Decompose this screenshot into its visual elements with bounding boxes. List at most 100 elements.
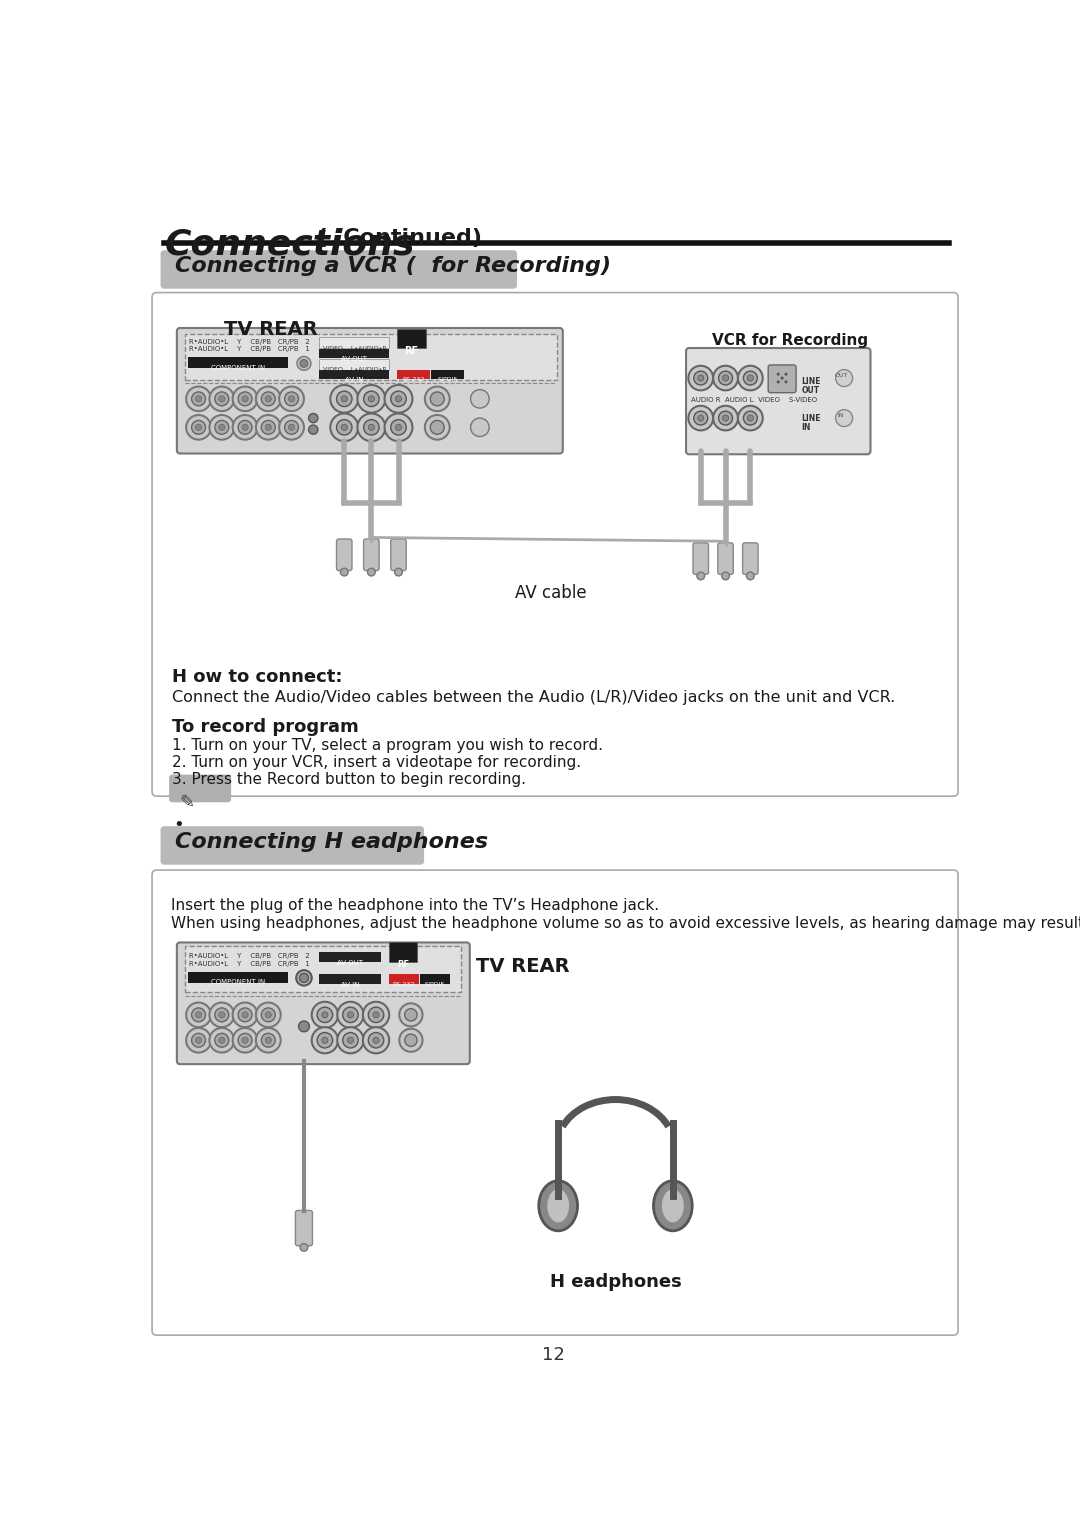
Text: •: • — [174, 815, 185, 834]
Circle shape — [394, 568, 403, 576]
Bar — [320, 974, 381, 983]
Circle shape — [400, 1003, 422, 1026]
Circle shape — [747, 415, 754, 421]
Circle shape — [391, 391, 406, 406]
Circle shape — [309, 425, 318, 434]
Circle shape — [363, 1028, 389, 1054]
Circle shape — [232, 386, 257, 411]
Circle shape — [322, 1037, 328, 1043]
Circle shape — [698, 376, 704, 382]
Text: Connect the Audio/Video cables between the Audio (L/R)/Video jacks on the unit a: Connect the Audio/Video cables between t… — [172, 690, 895, 705]
Circle shape — [471, 418, 489, 437]
Circle shape — [298, 1022, 309, 1032]
Bar — [186, 334, 557, 380]
Circle shape — [300, 359, 308, 368]
Circle shape — [322, 1012, 328, 1019]
Bar — [431, 370, 463, 379]
Bar — [320, 337, 389, 348]
FancyBboxPatch shape — [161, 250, 517, 289]
Text: S/PDIF: S/PDIF — [437, 377, 457, 382]
Circle shape — [297, 356, 311, 371]
Ellipse shape — [661, 1188, 685, 1223]
Circle shape — [266, 1037, 271, 1043]
Circle shape — [746, 573, 754, 580]
FancyBboxPatch shape — [693, 542, 708, 574]
Circle shape — [210, 386, 234, 411]
Text: AUDIO R  AUDIO L  VIDEO    S-VIDEO: AUDIO R AUDIO L VIDEO S-VIDEO — [691, 397, 818, 403]
Circle shape — [368, 425, 375, 431]
Circle shape — [318, 1008, 333, 1023]
FancyBboxPatch shape — [296, 1211, 312, 1246]
Circle shape — [242, 425, 248, 431]
Circle shape — [242, 395, 248, 402]
Circle shape — [781, 377, 784, 380]
FancyBboxPatch shape — [718, 542, 733, 574]
Circle shape — [318, 1032, 333, 1048]
Circle shape — [266, 395, 271, 402]
Text: VIDEO    L•AUDIO•R: VIDEO L•AUDIO•R — [323, 368, 387, 373]
Circle shape — [256, 415, 281, 440]
Circle shape — [191, 392, 205, 406]
Bar — [188, 357, 288, 368]
Circle shape — [405, 1009, 417, 1022]
Circle shape — [232, 415, 257, 440]
Text: OUT: OUT — [801, 386, 820, 395]
FancyBboxPatch shape — [768, 365, 796, 392]
Circle shape — [191, 1008, 205, 1022]
Circle shape — [256, 386, 281, 411]
Circle shape — [337, 391, 352, 406]
Circle shape — [186, 1003, 211, 1028]
FancyBboxPatch shape — [337, 539, 352, 571]
Circle shape — [279, 415, 303, 440]
Circle shape — [688, 406, 713, 431]
Circle shape — [348, 1037, 353, 1043]
Circle shape — [693, 371, 707, 385]
Text: VIDEO    L•AUDIO•R: VIDEO L•AUDIO•R — [323, 345, 387, 351]
Circle shape — [195, 1012, 202, 1019]
Circle shape — [723, 376, 729, 382]
Text: AV OUT: AV OUT — [337, 960, 364, 967]
Text: LINE: LINE — [801, 377, 821, 386]
Circle shape — [697, 573, 704, 580]
Circle shape — [713, 366, 738, 391]
Ellipse shape — [653, 1180, 692, 1231]
Circle shape — [718, 371, 732, 385]
Circle shape — [330, 414, 359, 441]
Circle shape — [384, 385, 413, 412]
Text: Connecting H eadphones: Connecting H eadphones — [175, 832, 488, 852]
Circle shape — [210, 1028, 234, 1052]
Circle shape — [186, 1028, 211, 1052]
Text: 12: 12 — [542, 1345, 565, 1364]
Circle shape — [337, 1002, 364, 1028]
Circle shape — [368, 1032, 383, 1048]
Circle shape — [337, 420, 352, 435]
Circle shape — [266, 425, 271, 431]
Circle shape — [186, 386, 211, 411]
Bar — [320, 348, 389, 357]
Circle shape — [261, 420, 275, 434]
Circle shape — [261, 392, 275, 406]
Circle shape — [215, 1034, 229, 1048]
FancyBboxPatch shape — [177, 942, 470, 1064]
Circle shape — [215, 420, 229, 434]
Circle shape — [218, 1037, 225, 1043]
Bar — [389, 942, 417, 962]
Circle shape — [836, 370, 852, 386]
Text: H ow to connect:: H ow to connect: — [172, 669, 342, 686]
FancyBboxPatch shape — [364, 539, 379, 571]
Text: VCR for Recording: VCR for Recording — [713, 333, 868, 348]
Circle shape — [688, 366, 713, 391]
Circle shape — [400, 1029, 422, 1052]
FancyBboxPatch shape — [686, 348, 870, 454]
Text: IN: IN — [837, 414, 843, 418]
Bar — [397, 328, 427, 348]
Circle shape — [191, 420, 205, 434]
Circle shape — [284, 420, 298, 434]
Circle shape — [738, 366, 762, 391]
Circle shape — [191, 1034, 205, 1048]
Text: TV REAR: TV REAR — [225, 321, 318, 339]
Circle shape — [238, 392, 252, 406]
Circle shape — [261, 1034, 275, 1048]
Circle shape — [312, 1002, 338, 1028]
Circle shape — [430, 420, 444, 434]
